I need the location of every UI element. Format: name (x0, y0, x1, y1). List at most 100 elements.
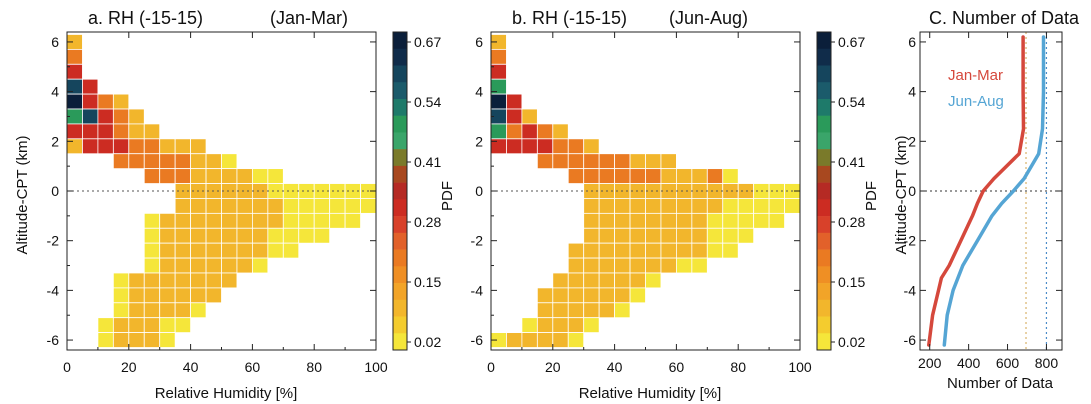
heatmap-cell (82, 108, 99, 125)
heatmap-cell (236, 227, 253, 244)
heatmap-cell (143, 287, 161, 304)
heatmap-cell (753, 212, 770, 229)
heatmap-cell (251, 168, 269, 184)
heatmap-cell (190, 227, 207, 244)
heatmap-cell (190, 272, 207, 289)
colorbar-swatch (393, 232, 407, 250)
heatmap-cell (143, 227, 161, 244)
heatmap-cell (645, 242, 662, 259)
x-tick-label: 20 (121, 359, 137, 375)
heatmap-cell (691, 183, 708, 199)
heatmap-cell (251, 212, 269, 229)
heatmap-cell (190, 198, 207, 214)
x-tick-label: 400 (957, 355, 981, 371)
heatmap-cell (329, 212, 346, 229)
heatmap-cell (691, 212, 708, 229)
colorbar-swatch (817, 216, 831, 234)
heatmap-cell (691, 198, 708, 214)
heatmap-cell (552, 332, 569, 348)
heatmap-cell (236, 257, 253, 274)
panel-c-reference-lines (1025, 32, 1048, 350)
heatmap-cell (82, 123, 99, 140)
heatmap-cell (267, 242, 284, 259)
y-tick-label: 2 (908, 133, 916, 149)
heatmap-cell (583, 242, 600, 259)
x-tick-label: 80 (306, 359, 322, 375)
heatmap-cell (567, 287, 585, 304)
y-tick-label: 4 (51, 84, 59, 100)
heatmap-cell (267, 168, 284, 184)
heatmap-cell (159, 272, 176, 289)
y-tick-label: 6 (908, 34, 916, 50)
heatmap-cell (536, 138, 554, 155)
heatmap-cell (676, 168, 693, 184)
y-tick-label: -6 (904, 332, 917, 348)
heatmap-cell (583, 317, 600, 334)
heatmap-cell (722, 183, 739, 199)
colorbar-tick-label: 0.15 (414, 274, 441, 290)
heatmap-cell (567, 153, 585, 170)
heatmap-cell (521, 138, 538, 155)
heatmap-cell (174, 287, 191, 304)
y-tick-label: -6 (47, 332, 60, 348)
heatmap-cell (251, 183, 269, 199)
heatmap-cell (645, 257, 662, 274)
heatmap-cell (691, 168, 708, 184)
heatmap-cell (645, 198, 662, 214)
heatmap-cell (598, 287, 616, 304)
heatmap-cell (251, 257, 269, 274)
heatmap-cell (536, 317, 554, 334)
heatmap-cell (143, 168, 161, 184)
y-tick-label: 6 (475, 34, 483, 50)
heatmap-cell (691, 242, 708, 259)
heatmap-cell (174, 138, 191, 155)
heatmap-cell (159, 332, 176, 348)
heatmap-cell (552, 153, 569, 170)
heatmap-cell (66, 123, 83, 140)
heatmap-cell (722, 212, 739, 229)
heatmap-cell (205, 168, 222, 184)
heatmap-cell (159, 153, 176, 170)
heatmap-cell (645, 212, 662, 229)
heatmap-cell (598, 272, 616, 289)
heatmap-cell (598, 302, 616, 319)
heatmap-cell (112, 332, 130, 348)
colorbar-tick-label: 0.67 (414, 34, 441, 50)
colorbar-swatch (393, 48, 407, 66)
heatmap-cell (190, 287, 207, 304)
heatmap-cell (660, 257, 677, 274)
heatmap-cell (691, 227, 708, 244)
heatmap-cell (660, 183, 677, 199)
colorbar-swatch (393, 149, 407, 167)
heatmap-cell (344, 212, 361, 229)
heatmap-cell (128, 123, 145, 140)
heatmap-cell (629, 272, 646, 289)
heatmap-cell (676, 257, 693, 274)
colorbar-frame (816, 31, 832, 351)
heatmap-cell (598, 242, 616, 259)
heatmap-cell (143, 272, 161, 289)
colorbar-swatch (393, 216, 407, 234)
heatmap-cell (737, 227, 755, 244)
heatmap-cell (660, 153, 677, 170)
heatmap-cell (159, 287, 176, 304)
heatmap-cell (82, 78, 99, 95)
heatmap-cell (753, 198, 770, 214)
colorbar-swatch (817, 132, 831, 150)
legend-jan-mar: Jan-Mar (948, 67, 1003, 84)
heatmap-cell (267, 198, 284, 214)
x-tick-label: 200 (918, 355, 942, 371)
heatmap-cell (97, 332, 114, 348)
heatmap-cell (298, 198, 315, 214)
heatmap-cell (567, 242, 585, 259)
y-tick-label: -2 (904, 233, 917, 249)
heatmap-cell (143, 242, 161, 259)
colorbar-b-label: PDF (863, 181, 880, 211)
heatmap-cell (128, 302, 145, 319)
heatmap-cell (614, 302, 631, 319)
heatmap-cell (298, 183, 315, 199)
heatmap-cell (552, 287, 569, 304)
heatmap-cell (174, 198, 191, 214)
heatmap-cell (598, 227, 616, 244)
heatmap-cell (360, 198, 377, 214)
